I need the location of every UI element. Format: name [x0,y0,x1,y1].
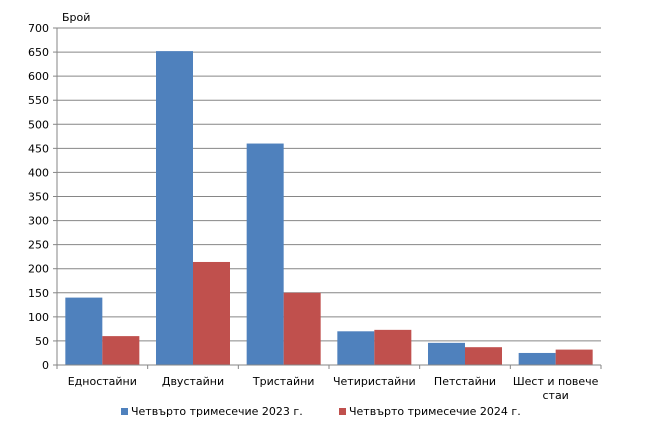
y-tick-label: 450 [28,142,49,155]
y-tick-label: 650 [28,46,49,59]
x-category-label: Четиристайни [333,375,416,388]
bar-series-2-cat-3 [283,292,321,365]
bar-series-1-cat-6 [518,352,556,365]
y-tick-label: 50 [35,335,49,348]
gridlines [57,27,601,342]
y-tick-label: 600 [28,70,49,83]
x-axis-labels: Едностайни Двустайни Тристайни Четиристайни… [68,375,599,402]
y-tick-label: 500 [28,118,49,131]
y-tick-label: 100 [28,311,49,324]
bar-series-2-cat-2 [193,261,230,365]
y-tick-label: 250 [28,239,49,252]
bar-series-1-cat-4 [337,331,375,365]
y-tick-label: 550 [28,94,49,107]
y-tick-label: 300 [28,215,49,228]
bar-series-1-cat-3 [246,143,284,365]
y-axis-ticks: 0 50 100 150 200 250 300 350 400 450 500 550 600 650 7… [28,22,57,372]
bar-series-2-cat-1 [102,336,140,365]
y-tick-label: 350 [28,191,49,204]
bar-series-2-cat-4 [374,329,412,365]
legend-swatch [121,408,128,415]
bar-series-2-cat-6 [555,349,593,365]
legend: Четвърто тримесечие 2023 г. Четвърто трим… [121,405,521,418]
bar-series-1-cat-5 [428,342,465,365]
bar-series-1-cat-2 [156,51,193,365]
x-category-label: Шест и повече стаи [513,375,599,402]
legend-label: Четвърто тримесечие 2024 г. [349,405,521,418]
y-tick-label: 200 [28,263,49,276]
x-category-label: Едностайни [68,375,137,388]
x-category-label: Тристайни [252,375,315,388]
legend-swatch [339,408,346,415]
y-tick-label: 700 [28,22,49,35]
y-tick-label: 0 [42,359,49,372]
x-category-label: Двустайни [162,375,224,388]
bar-series-2-cat-5 [465,347,502,365]
y-tick-label: 150 [28,287,49,300]
bars [56,51,602,369]
y-tick-label: 400 [28,166,49,179]
legend-label: Четвърто тримесечие 2023 г. [131,405,303,418]
y-axis-label: Брой [62,11,90,24]
x-category-label: Петстайни [434,375,496,388]
bar-series-1-cat-1 [65,297,103,365]
